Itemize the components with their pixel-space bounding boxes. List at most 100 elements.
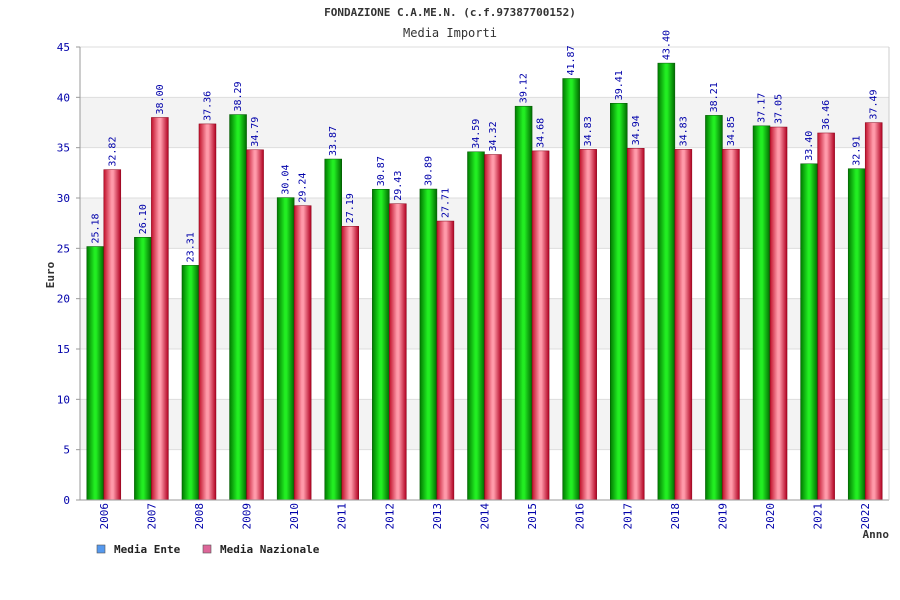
value-label-media-ente: 37.17 bbox=[757, 93, 768, 123]
bar-media-nazionale bbox=[627, 148, 645, 501]
x-tick-label: 2009 bbox=[241, 503, 254, 530]
bar-media-nazionale bbox=[246, 149, 264, 501]
y-tick-label: 15 bbox=[57, 343, 70, 356]
legend-label-media-ente: Media Ente bbox=[114, 543, 181, 556]
chart-title: FONDAZIONE C.A.ME.N. (c.f.97387700152) bbox=[324, 6, 576, 19]
x-tick-label: 2008 bbox=[193, 503, 206, 530]
bar-media-nazionale bbox=[341, 226, 359, 501]
y-tick-label: 45 bbox=[57, 41, 70, 54]
value-label-media-ente: 30.04 bbox=[281, 164, 292, 194]
bar-media-nazionale bbox=[579, 149, 597, 501]
bar-media-nazionale bbox=[198, 123, 217, 501]
bar-media-ente bbox=[134, 237, 152, 501]
bar-media-ente bbox=[610, 103, 628, 501]
value-label-media-nazionale: 29.24 bbox=[298, 173, 309, 203]
bar-media-nazionale bbox=[674, 149, 693, 501]
value-label-media-ente: 32.91 bbox=[852, 136, 863, 166]
value-label-media-ente: 30.87 bbox=[376, 156, 387, 186]
value-label-media-ente: 41.87 bbox=[566, 45, 577, 75]
bar-media-ente bbox=[752, 125, 771, 501]
bar-media-nazionale bbox=[864, 122, 883, 501]
value-label-media-ente: 34.59 bbox=[471, 119, 482, 149]
bar-media-ente bbox=[847, 168, 866, 501]
value-label-media-ente: 26.10 bbox=[138, 204, 149, 234]
value-label-media-nazionale: 37.49 bbox=[869, 89, 880, 119]
x-tick-label: 2014 bbox=[479, 503, 492, 530]
legend-swatch-media-ente bbox=[96, 544, 106, 554]
x-tick-label: 2022 bbox=[859, 503, 872, 530]
value-label-media-nazionale: 34.32 bbox=[488, 121, 499, 151]
value-label-media-ente: 38.29 bbox=[233, 81, 244, 111]
x-tick-label: 2015 bbox=[526, 503, 539, 530]
bar-media-nazionale bbox=[389, 203, 407, 501]
value-label-media-ente: 38.21 bbox=[709, 82, 720, 112]
bar-media-ente bbox=[467, 151, 485, 501]
value-label-media-nazionale: 38.00 bbox=[155, 84, 166, 114]
value-label-media-nazionale: 27.71 bbox=[440, 188, 451, 218]
value-label-media-ente: 30.89 bbox=[423, 156, 434, 186]
bar-media-ente bbox=[86, 246, 105, 501]
value-label-media-nazionale: 34.79 bbox=[250, 117, 261, 147]
value-label-media-nazionale: 34.83 bbox=[678, 116, 689, 146]
bar-media-nazionale bbox=[817, 132, 835, 501]
value-label-media-ente: 33.87 bbox=[328, 126, 339, 156]
value-label-media-nazionale: 34.83 bbox=[583, 116, 594, 146]
value-label-media-nazionale: 34.94 bbox=[631, 115, 642, 145]
y-tick-label: 0 bbox=[63, 494, 70, 507]
legend: Media Ente Media Nazionale bbox=[96, 543, 320, 556]
bar-media-nazionale bbox=[722, 148, 740, 501]
y-tick-label: 35 bbox=[57, 142, 70, 155]
y-tick-label: 40 bbox=[57, 91, 70, 104]
plot-band bbox=[80, 47, 889, 98]
value-label-media-ente: 25.18 bbox=[90, 213, 101, 243]
bars bbox=[86, 62, 883, 501]
bar-media-ente bbox=[800, 163, 818, 501]
value-label-media-nazionale: 34.68 bbox=[536, 118, 547, 148]
value-label-media-nazionale: 37.36 bbox=[202, 91, 213, 121]
y-axis-ticks: 0 5 10 15 20 25 30 35 40 45 bbox=[57, 41, 80, 507]
value-label-media-nazionale: 37.05 bbox=[774, 94, 785, 124]
value-label-media-ente: 33.40 bbox=[804, 131, 815, 161]
bar-media-ente bbox=[657, 62, 676, 501]
value-label-media-nazionale: 29.43 bbox=[393, 171, 404, 201]
y-tick-label: 30 bbox=[57, 192, 70, 205]
bar-media-nazionale bbox=[769, 126, 788, 501]
x-tick-label: 2007 bbox=[145, 503, 158, 530]
value-label-media-ente: 43.40 bbox=[661, 30, 672, 60]
bar-media-ente bbox=[419, 188, 438, 501]
x-tick-label: 2010 bbox=[288, 503, 301, 530]
legend-swatch-media-nazionale bbox=[202, 544, 212, 554]
x-tick-label: 2020 bbox=[764, 503, 777, 530]
bar-media-ente bbox=[324, 158, 342, 501]
value-label-media-ente: 39.41 bbox=[614, 70, 625, 100]
value-label-media-nazionale: 27.19 bbox=[345, 193, 356, 223]
bar-media-nazionale bbox=[151, 117, 169, 501]
bar-media-ente bbox=[562, 78, 580, 501]
y-tick-label: 5 bbox=[63, 444, 70, 457]
bar-media-nazionale bbox=[436, 220, 455, 501]
bar-media-ente bbox=[229, 114, 247, 501]
bar-media-nazionale bbox=[293, 205, 312, 501]
value-label-media-nazionale: 32.82 bbox=[107, 137, 118, 167]
bar-media-ente bbox=[514, 105, 533, 501]
x-tick-label: 2017 bbox=[621, 503, 634, 530]
x-tick-label: 2012 bbox=[383, 503, 396, 530]
x-tick-label: 2019 bbox=[716, 503, 729, 530]
bar-media-ente bbox=[181, 265, 200, 501]
x-tick-label: 2021 bbox=[812, 503, 825, 530]
value-label-media-ente: 39.12 bbox=[519, 73, 530, 103]
bar-media-ente bbox=[276, 197, 295, 501]
value-label-media-nazionale: 36.46 bbox=[821, 100, 832, 130]
chart-subtitle: Media Importi bbox=[403, 26, 497, 40]
bar-media-nazionale bbox=[484, 154, 502, 501]
x-axis-ticks: 2006 2007 2008 2009 2010 2011 2012 2013 2014 2015… bbox=[98, 503, 872, 530]
x-tick-label: 2018 bbox=[669, 503, 682, 530]
x-tick-label: 2006 bbox=[98, 503, 111, 530]
value-labels: 25.18 32.82 26.10 38.00 23.31 37.36 38.29 34.79… bbox=[90, 30, 879, 262]
value-label-media-ente: 23.31 bbox=[185, 232, 196, 262]
x-tick-label: 2011 bbox=[336, 503, 349, 530]
x-tick-label: 2016 bbox=[574, 503, 587, 530]
y-axis-label: Euro bbox=[44, 261, 57, 288]
bar-media-nazionale bbox=[531, 150, 550, 501]
